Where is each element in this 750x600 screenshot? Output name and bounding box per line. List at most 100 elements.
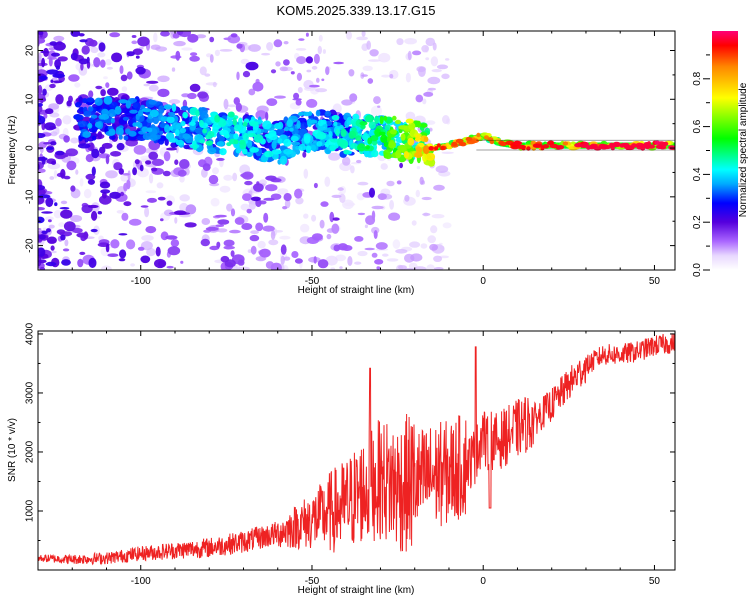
heatmap-cell	[175, 123, 182, 130]
heatmap-cell	[169, 126, 174, 131]
heatmap-cell	[144, 206, 150, 218]
heatmap-cell	[85, 173, 96, 180]
heatmap-cell	[38, 216, 45, 224]
heatmap-cell	[246, 208, 252, 214]
heatmap-cell	[225, 119, 233, 127]
heatmap-cell	[118, 258, 126, 262]
heatmap-cell	[163, 151, 171, 162]
heatmap-cell	[262, 225, 275, 232]
heatmap-cell	[215, 224, 225, 227]
heatmap-cell	[547, 140, 555, 145]
heatmap-cell	[343, 149, 350, 155]
heatmap-cell	[291, 141, 301, 146]
heatmap-cell	[152, 115, 160, 125]
heatmap-cell	[434, 267, 444, 270]
heatmap-y-axis-label: Frequency (Hz)	[7, 116, 18, 185]
heatmap-cell	[209, 36, 215, 43]
heatmap-cell	[298, 143, 306, 151]
heatmap-cell	[273, 39, 283, 48]
heatmap-cell	[425, 57, 430, 61]
heatmap-cell	[264, 133, 274, 139]
x-tick-label: -50	[305, 576, 320, 587]
heatmap-cell	[62, 115, 72, 125]
heatmap-cell	[270, 193, 282, 200]
heatmap-cell	[149, 173, 154, 184]
heatmap-cell	[94, 121, 102, 128]
heatmap-cell	[280, 244, 287, 255]
colorbar-gradient	[712, 31, 738, 270]
heatmap-cell	[140, 255, 151, 264]
heatmap-cell	[562, 141, 569, 146]
heatmap-cell	[220, 255, 230, 263]
heatmap-cell	[373, 96, 381, 105]
heatmap-cell	[242, 121, 248, 127]
heatmap-cell	[268, 239, 279, 246]
heatmap-cell	[141, 126, 148, 133]
heatmap-cell	[146, 80, 159, 84]
heatmap-cell	[166, 265, 174, 269]
heatmap-cell	[99, 146, 106, 154]
x-tick-label: 50	[649, 276, 661, 287]
heatmap-cell	[373, 230, 378, 239]
heatmap-cell	[291, 251, 299, 258]
heatmap-cell	[526, 146, 531, 151]
heatmap-cell	[70, 185, 76, 192]
heatmap-cell	[40, 99, 44, 104]
heatmap-cell	[63, 221, 76, 232]
heatmap-cell	[250, 196, 261, 202]
heatmap-cell	[429, 243, 438, 251]
heatmap-cell	[111, 52, 123, 63]
heatmap-cell	[409, 241, 421, 248]
heatmap-cell	[396, 180, 402, 185]
heatmap-cell	[48, 219, 52, 223]
heatmap-cell	[224, 133, 230, 139]
heatmap-cell	[51, 52, 60, 57]
heatmap-cell	[77, 120, 88, 128]
heatmap-cell	[364, 247, 375, 251]
heatmap-cell	[195, 34, 207, 39]
heatmap-cell	[310, 144, 317, 151]
heatmap-cell	[348, 69, 355, 77]
heatmap-cell	[109, 32, 121, 38]
heatmap-cell	[48, 57, 53, 67]
heatmap-cell	[118, 168, 125, 175]
heatmap-cell	[43, 142, 53, 145]
heatmap-cell	[197, 91, 209, 99]
heatmap-cell	[106, 66, 113, 70]
heatmap-cell	[103, 95, 113, 105]
heatmap-cell	[148, 84, 159, 92]
heatmap-cell	[282, 206, 288, 210]
heatmap-cell	[368, 59, 381, 62]
heatmap-cell	[77, 143, 91, 149]
heatmap-cell	[249, 147, 259, 153]
heatmap-cell	[227, 34, 241, 44]
heatmap-cell	[427, 87, 437, 91]
heatmap-cell	[38, 227, 42, 231]
heatmap-cell	[338, 113, 343, 121]
heatmap-cell	[133, 145, 147, 155]
heatmap-cell	[134, 159, 140, 165]
heatmap-cell	[139, 164, 144, 172]
heatmap-cell	[279, 155, 288, 165]
heatmap-cell	[405, 72, 411, 83]
heatmap-cell	[70, 215, 83, 222]
heatmap-cell	[330, 267, 336, 270]
heatmap-cell	[105, 170, 118, 179]
heatmap-cell	[72, 227, 83, 234]
heatmap-cell	[77, 258, 84, 268]
heatmap-cell	[50, 79, 54, 83]
heatmap-cell	[145, 226, 157, 234]
heatmap-cell	[329, 211, 335, 223]
heatmap-cell	[366, 40, 372, 50]
heatmap-cell	[230, 33, 238, 38]
heatmap-cell	[55, 65, 61, 70]
heatmap-cell	[356, 159, 362, 164]
heatmap-cell	[131, 35, 137, 38]
heatmap-cell	[179, 127, 187, 134]
heatmap-cell	[162, 170, 171, 177]
heatmap-cell	[324, 110, 332, 117]
snr-y-ticks: 1000 2000 3000 4000	[25, 322, 675, 541]
heatmap-cell	[49, 176, 55, 180]
heatmap-cell	[38, 184, 45, 191]
colorbar: 0.0 0.2 0.4 0.6 0.8 Normalized spectral ampl…	[692, 31, 749, 277]
